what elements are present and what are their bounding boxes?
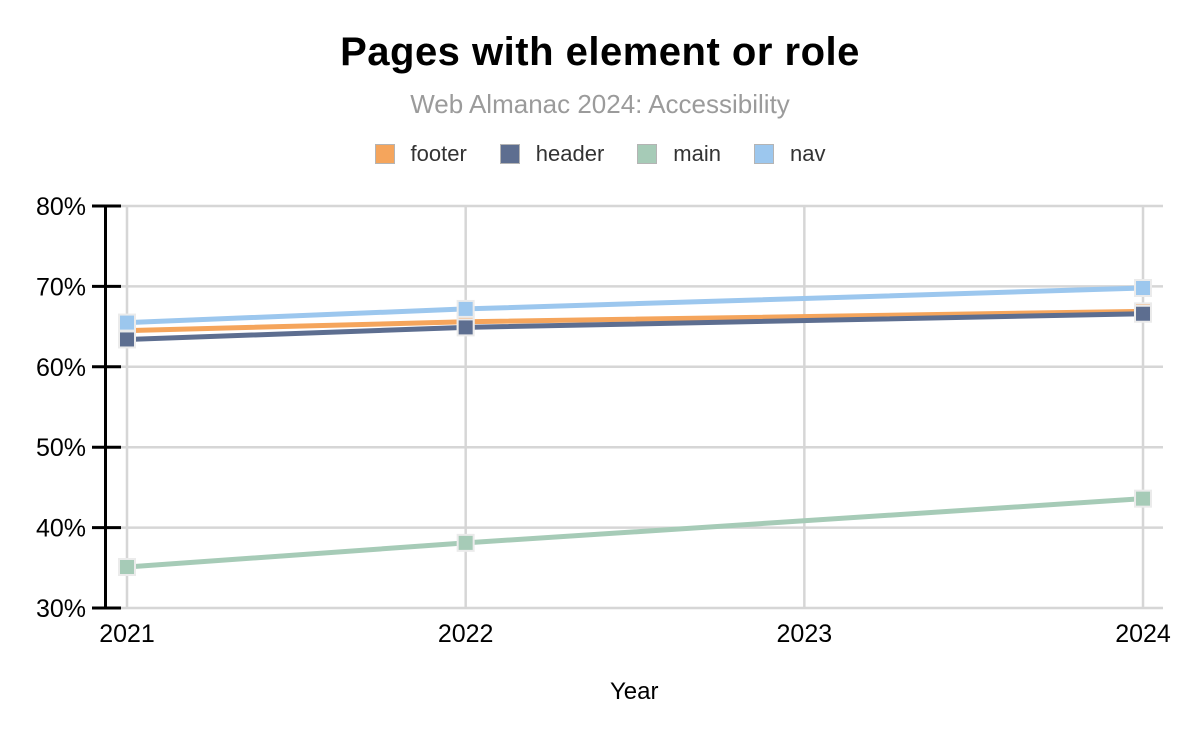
legend-swatch-nav bbox=[753, 144, 774, 164]
legend-item-header: header bbox=[499, 141, 605, 167]
y-axis bbox=[92, 204, 121, 610]
data-point-nav-2022 bbox=[456, 299, 475, 318]
legend-swatch-header bbox=[499, 144, 520, 164]
data-point-nav-2021 bbox=[118, 313, 136, 332]
legend-label: nav bbox=[789, 141, 826, 166]
legend-item-nav: nav bbox=[753, 141, 826, 167]
legend-label: main bbox=[673, 141, 721, 166]
y-tick-label: 80% bbox=[36, 193, 86, 221]
y-gridlines bbox=[121, 204, 1163, 610]
data-point-header-2021 bbox=[118, 330, 136, 349]
series-markers-nav bbox=[118, 279, 1153, 332]
legend-item-footer: footer bbox=[374, 141, 467, 167]
series-markers-header bbox=[118, 304, 1153, 349]
data-point-main-2024 bbox=[1134, 489, 1153, 508]
y-tick-labels: 80% 70% 60% 50% 40% 30% bbox=[36, 193, 86, 623]
y-tick-label: 70% bbox=[36, 273, 86, 301]
legend-swatch-main bbox=[637, 144, 658, 164]
series-line-main bbox=[126, 496, 1144, 570]
legend-item-main: main bbox=[637, 141, 721, 167]
y-tick-label: 40% bbox=[36, 515, 86, 543]
x-tick-label: 2024 bbox=[1115, 620, 1171, 648]
legend-swatch-footer bbox=[374, 144, 395, 164]
x-axis-title: Year bbox=[610, 678, 659, 705]
y-tick-label: 50% bbox=[36, 434, 86, 462]
data-point-main-2021 bbox=[118, 557, 136, 576]
chart-subtitle: Web Almanac 2024: Accessibility bbox=[410, 89, 790, 119]
x-tick-label: 2023 bbox=[777, 620, 833, 648]
y-tick-label: 60% bbox=[36, 354, 86, 382]
x-tick-label: 2022 bbox=[438, 620, 494, 648]
chart-title: Pages with element or role bbox=[340, 30, 860, 74]
chart-legend: footer header main nav bbox=[0, 141, 1200, 167]
y-tick-label: 30% bbox=[36, 595, 86, 623]
legend-label: footer bbox=[410, 141, 467, 166]
x-gridlines bbox=[125, 206, 1145, 608]
data-point-header-2022 bbox=[456, 318, 475, 337]
data-point-header-2024 bbox=[1134, 304, 1153, 323]
legend-label: header bbox=[535, 141, 605, 166]
series-markers-main bbox=[118, 489, 1153, 576]
data-point-main-2022 bbox=[456, 533, 475, 552]
x-tick-labels: 2021 2022 2023 2024 bbox=[99, 620, 1171, 648]
data-point-nav-2024 bbox=[1134, 279, 1153, 298]
x-tick-label: 2021 bbox=[99, 620, 155, 648]
